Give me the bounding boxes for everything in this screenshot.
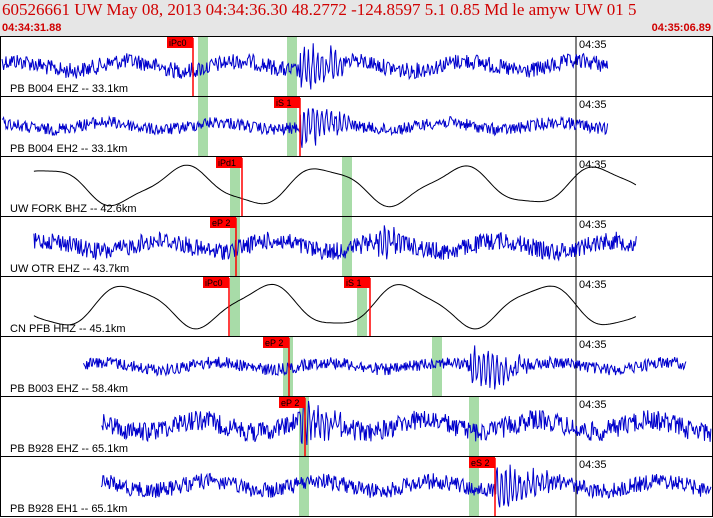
phase-window-band (469, 457, 479, 516)
phase-pick-label: iS 1 (346, 278, 362, 288)
phase-pick-label: iPc0 (205, 278, 223, 288)
time-tick-label: 04:35 (579, 339, 607, 351)
phase-pick-flag[interactable] (210, 217, 236, 228)
trace-panel[interactable]: 04:35 iPc0 iS 1 CN PFB HHZ -- 45.1km (0, 276, 713, 337)
phase-window-band (342, 217, 352, 276)
channel-label: PB B003 EHZ -- 58.4km (10, 383, 128, 395)
window-end-time: 04:35:06.89 (651, 22, 711, 34)
trace-panel[interactable]: 04:35 eP 2 PB B928 EHZ -- 65.1km (0, 396, 713, 457)
waveform-trace (101, 397, 712, 446)
phase-pick-label: iPd1 (218, 158, 236, 168)
waveform-trace (83, 345, 687, 390)
time-tick-label: 04:35 (579, 399, 607, 411)
channel-label: PB B928 EHZ -- 65.1km (10, 443, 128, 455)
waveform-trace (1, 43, 609, 90)
phase-window-band (432, 337, 442, 396)
phase-window-band (230, 277, 240, 336)
channel-label: UW FORK BHZ -- 42.6km (10, 203, 137, 215)
phase-pick-label: iPc0 (169, 38, 187, 48)
phase-pick-flag[interactable] (203, 277, 229, 288)
channel-label: PB B004 EH2 -- 33.1km (10, 143, 127, 155)
phase-pick-label: iS 1 (276, 98, 292, 108)
channel-label: PB B004 EHZ -- 33.1km (10, 83, 128, 95)
waveform-trace (33, 164, 637, 208)
time-tick-label: 04:35 (579, 39, 607, 51)
waveform-trace (33, 283, 637, 330)
phase-pick-flag[interactable] (279, 397, 305, 408)
waveform-trace (33, 225, 637, 262)
phase-pick-flag[interactable] (274, 97, 300, 108)
time-tick-label: 04:35 (579, 279, 607, 291)
phase-pick-label: eP 2 (212, 218, 230, 228)
trace-panel[interactable]: 04:35 iPc0 PB B004 EHZ -- 33.1km (0, 36, 713, 97)
event-title: 60526661 UW May 08, 2013 04:34:36.30 48.… (2, 0, 637, 19)
trace-panel[interactable]: 04:35 eP 2 PB B003 EHZ -- 58.4km (0, 336, 713, 397)
phase-window-band (342, 157, 352, 216)
phase-pick-flag[interactable] (344, 277, 370, 288)
phase-pick-label: eS 2 (471, 458, 490, 468)
trace-panel[interactable]: 04:35 iS 1 PB B004 EH2 -- 33.1km (0, 96, 713, 157)
channel-label: UW OTR EHZ -- 43.7km (10, 263, 129, 275)
time-tick-label: 04:35 (579, 459, 607, 471)
phase-pick-label: eP 2 (281, 398, 299, 408)
time-tick-label: 04:35 (579, 219, 607, 231)
phase-window-band (230, 157, 240, 216)
phase-window-band (357, 277, 367, 336)
phase-window-band (299, 397, 309, 456)
phase-pick-flag[interactable] (167, 37, 193, 48)
seismogram-panel[interactable]: 04:35 iPc0 PB B004 EHZ -- 33.1km 04:35 iS 1 P… (0, 36, 713, 518)
time-tick-label: 04:35 (579, 99, 607, 111)
phase-window-band (283, 337, 293, 396)
waveform-trace (100, 464, 712, 508)
window-start-time: 04:34:31.88 (2, 22, 62, 34)
trace-panel[interactable]: 04:35 eP 2 UW OTR EHZ -- 43.7km (0, 216, 713, 277)
waveform-trace (1, 108, 609, 148)
phase-pick-flag[interactable] (216, 157, 242, 168)
phase-pick-flag[interactable] (469, 457, 495, 468)
channel-label: PB B928 EH1 -- 65.1km (10, 503, 127, 515)
channel-label: CN PFB HHZ -- 45.1km (10, 323, 126, 335)
event-header: 60526661 UW May 08, 2013 04:34:36.30 48.… (0, 0, 713, 36)
phase-pick-label: eP 2 (265, 338, 283, 348)
phase-pick-flag[interactable] (263, 337, 289, 348)
trace-panel[interactable]: 04:35 eS 2 PB B928 EH1 -- 65.1km (0, 456, 713, 517)
